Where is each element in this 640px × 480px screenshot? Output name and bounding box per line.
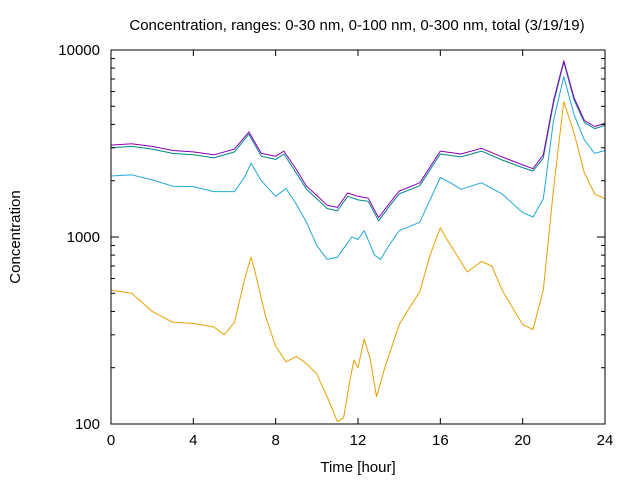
x-tick-label: 20 bbox=[514, 432, 531, 449]
y-axis-label: Concentration bbox=[7, 190, 24, 283]
x-axis: 0 4 8 12 16 20 24 bbox=[107, 50, 614, 449]
x-tick-label: 16 bbox=[432, 432, 449, 449]
x-tick-label: 4 bbox=[189, 432, 197, 449]
x-axis-label: Time [hour] bbox=[320, 459, 395, 476]
series-line-4 bbox=[110, 60, 606, 219]
y-tick-label: 1000 bbox=[67, 229, 100, 246]
y-axis: 100 1000 10000 bbox=[58, 42, 605, 433]
x-tick-label: 0 bbox=[107, 432, 115, 449]
y-tick-label: 10000 bbox=[58, 42, 100, 59]
x-tick-label: 12 bbox=[350, 432, 367, 449]
x-tick-label: 24 bbox=[597, 432, 614, 449]
series-line-3 bbox=[110, 61, 606, 222]
chart-title: Concentration, ranges: 0-30 nm, 0-100 nm… bbox=[129, 17, 584, 34]
x-tick-label: 8 bbox=[271, 432, 279, 449]
series-line-1 bbox=[110, 101, 606, 423]
series-line-2 bbox=[110, 76, 606, 260]
series-layer bbox=[110, 60, 606, 423]
y-tick-label: 100 bbox=[75, 416, 100, 433]
